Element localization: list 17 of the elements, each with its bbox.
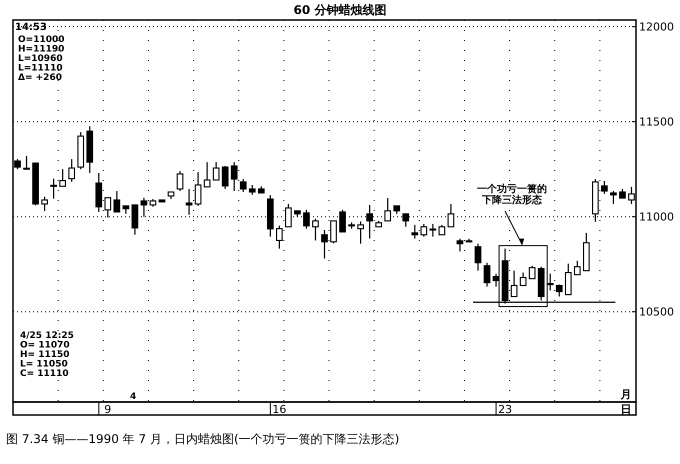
annotation: 一个功亏一篑的 <box>477 183 547 195</box>
annotation: 4/25 12:25 O= 11070 H= 11150 L= 11050 C= 11110 <box>20 331 74 379</box>
annotation: 4 <box>130 392 136 402</box>
y-tick-label: 11000 <box>639 210 674 224</box>
y-tick-label: 12000 <box>639 20 674 34</box>
y-tick-label: 11500 <box>639 116 674 129</box>
caption: 图 7.34 铜——1990 年 7 月，日内蜡烛图(一个功亏一篑的下降三法形态) <box>6 432 400 446</box>
y-tick-label: 10500 <box>639 306 674 319</box>
x-axis-title: 日 <box>620 403 632 416</box>
annotation: 下降三法形态 <box>481 194 543 206</box>
x-tick-label: 23 <box>498 403 512 416</box>
annotation: 月 <box>620 388 632 401</box>
x-tick-label: 16 <box>272 403 286 416</box>
chart-title: 60 分钟蜡烛线图 <box>294 3 386 17</box>
x-tick-label: 9 <box>104 403 112 416</box>
annotation: O=11000 H=11190 L=10960 L=11110 Δ= +260 <box>18 35 65 83</box>
annotation: 14:53 <box>15 22 47 33</box>
